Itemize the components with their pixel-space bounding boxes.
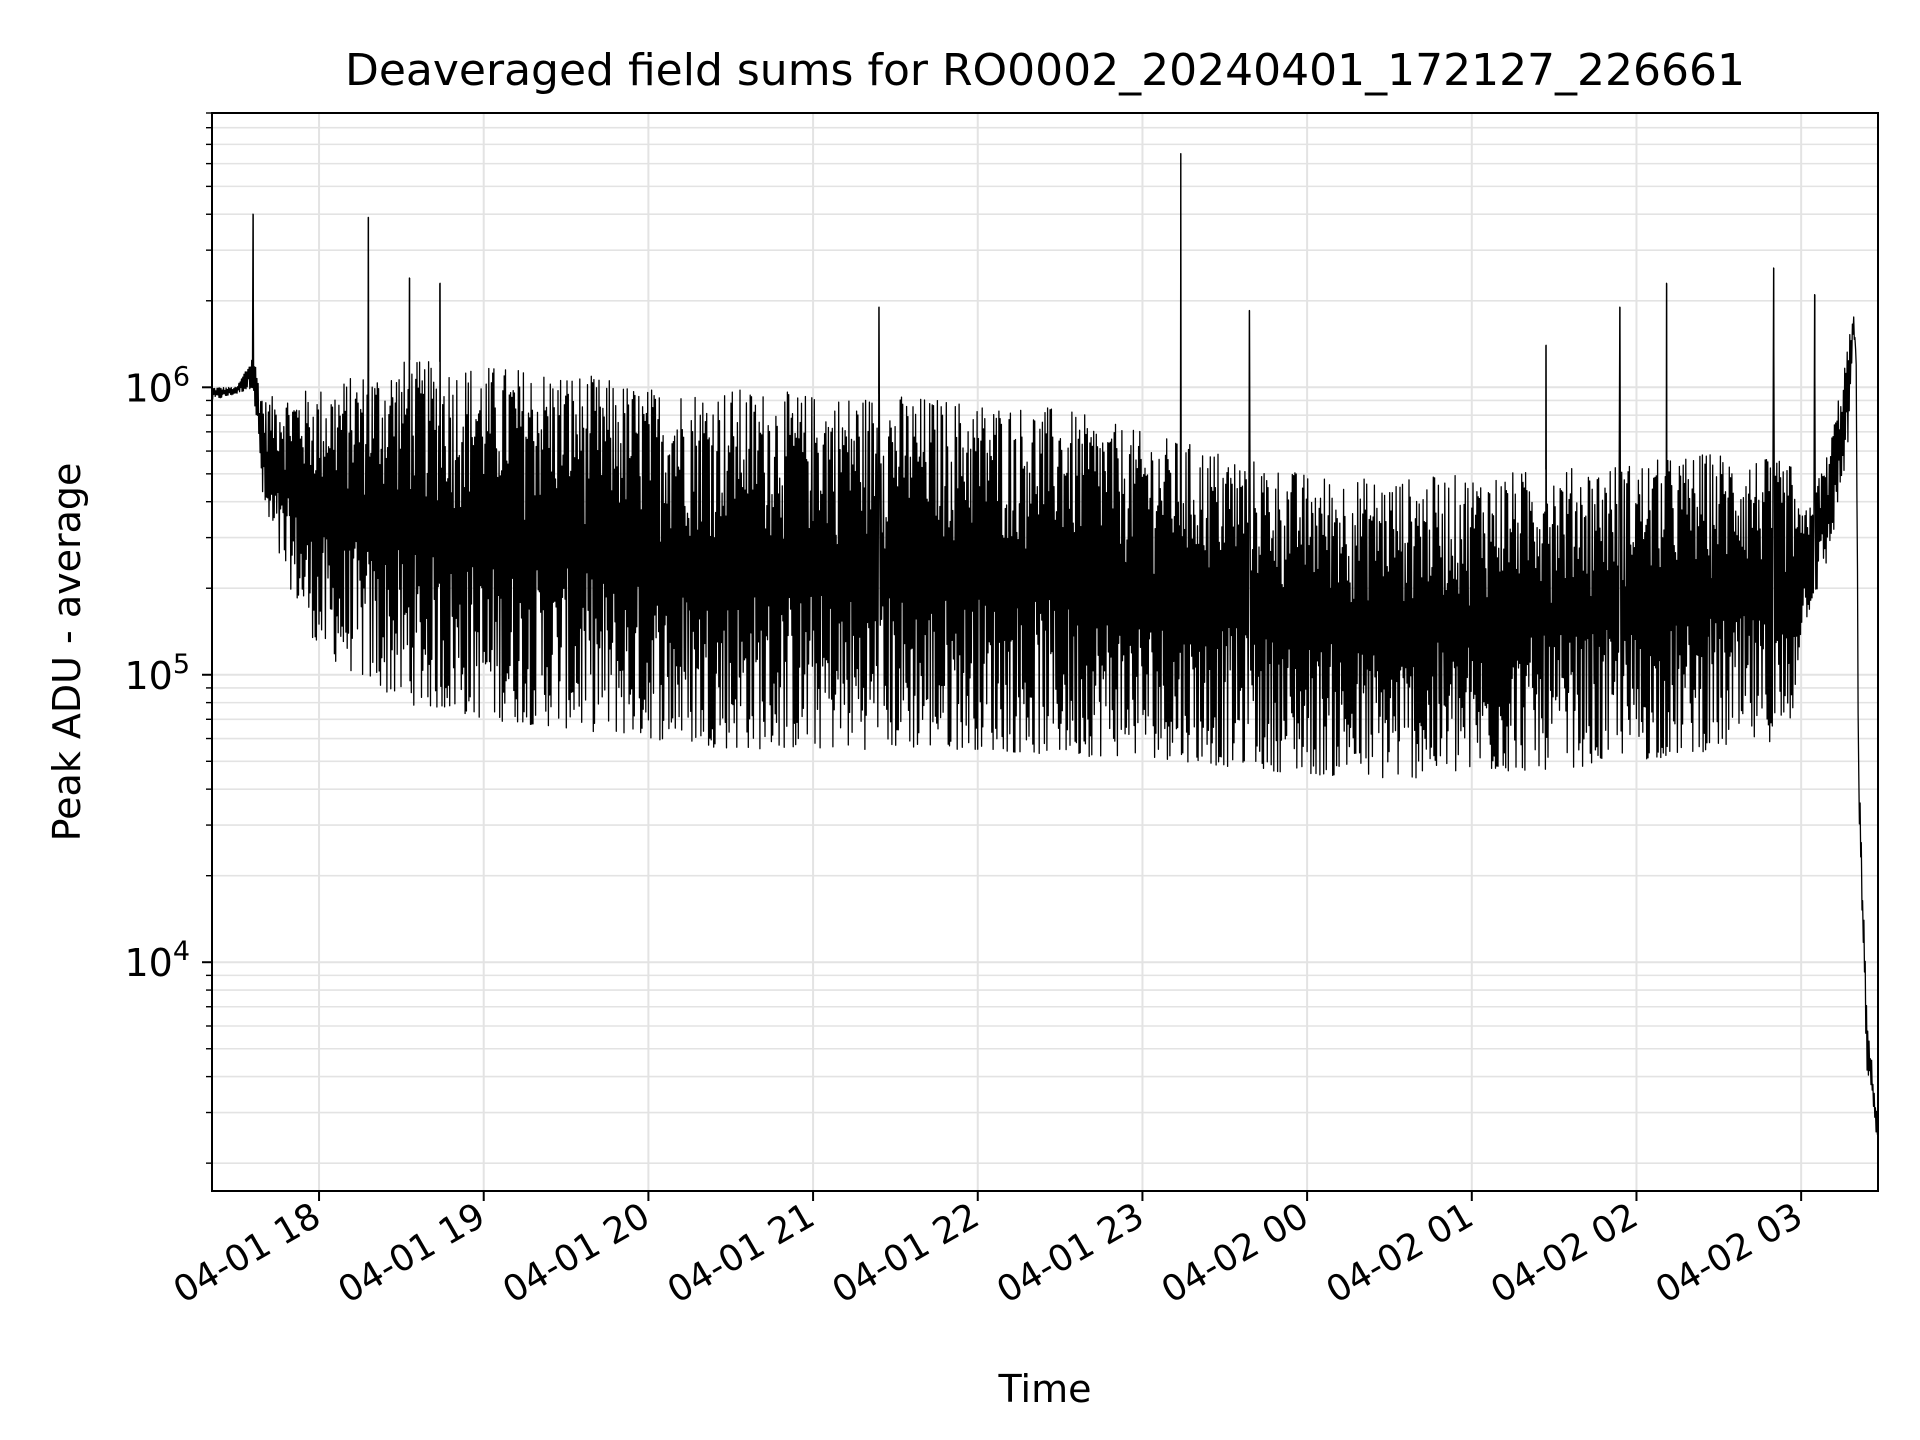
y-tick-label: 105 (124, 649, 190, 698)
chart-title: Deaveraged field sums for RO0002_2024040… (345, 45, 1745, 96)
data-layer (211, 152, 1879, 1135)
y-tick-label: 106 (124, 361, 190, 410)
series-line (211, 152, 1879, 1135)
y-tick-label: 104 (124, 936, 190, 985)
y-axis-label: Peak ADU - average (45, 463, 89, 842)
x-axis-label: Time (998, 1367, 1092, 1411)
plot-frame (211, 112, 1879, 1192)
